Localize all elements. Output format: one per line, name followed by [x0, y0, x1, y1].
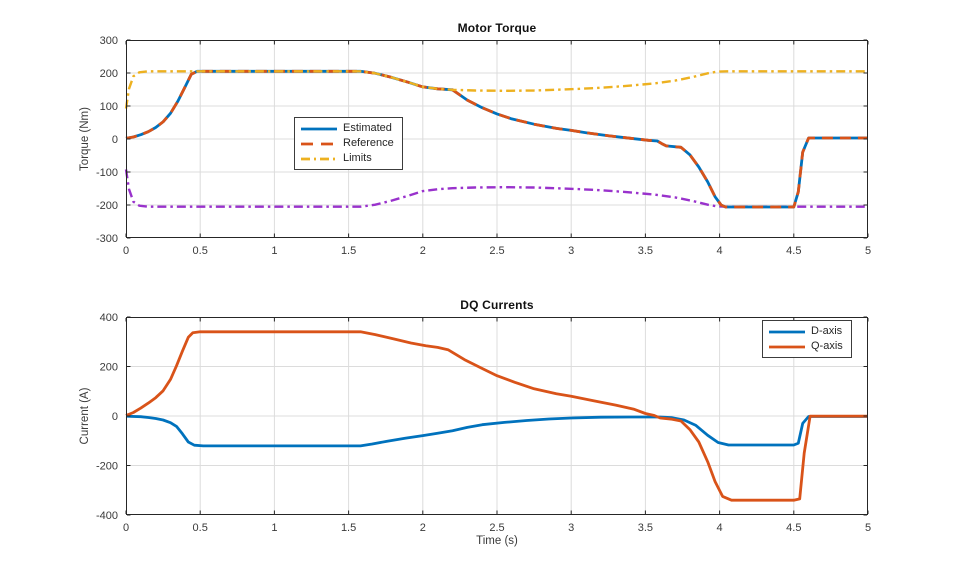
x-tick-label: 1.5 — [341, 522, 356, 534]
y-tick-label: 0 — [112, 411, 118, 423]
currents-y-axis-label: Current (A) — [79, 387, 91, 445]
series-lines — [125, 330, 868, 502]
x-tick-label: 4.5 — [786, 522, 801, 534]
x-tick-label: 4 — [717, 245, 723, 257]
torque-y-axis-label: Torque (Nm) — [79, 107, 91, 171]
x-tick-label: 2 — [420, 245, 426, 257]
x-tick-label: 2 — [420, 522, 426, 534]
q-axis-line — [125, 330, 868, 502]
legend-line-sample — [301, 157, 337, 160]
y-tick-label: -100 — [96, 167, 118, 179]
reference-line — [125, 69, 868, 209]
x-tick-label: 3 — [568, 522, 574, 534]
legend-item: D-axis — [769, 324, 843, 339]
x-tick-label: 1.5 — [341, 245, 356, 257]
time-x-axis-label: Time (s) — [476, 535, 518, 547]
x-tick-label: 3.5 — [638, 522, 653, 534]
legend-line-sample — [769, 345, 805, 348]
y-tick-label: 0 — [112, 134, 118, 146]
x-tick-label: 0.5 — [193, 245, 208, 257]
grid — [126, 317, 868, 515]
legend-item-label: Reference — [343, 137, 394, 149]
grid — [126, 40, 868, 238]
tick-labels: 0 0.5 1 1.5 2 2.5 3 3.5 4 4.5 5 300 200 100 0 -100 -200 -… — [96, 35, 871, 257]
legend-item-label: D-axis — [811, 325, 843, 337]
x-tick-label: 0.5 — [193, 522, 208, 534]
tick-labels: 0 0.5 1 1.5 2 2.5 3 3.5 4 4.5 5 400 200 0 -200 -400 — [96, 312, 871, 534]
x-tick-label: 5 — [865, 245, 871, 257]
legend-item-label: Q-axis — [811, 340, 843, 352]
x-tick-label: 5 — [865, 522, 871, 534]
x-tick-label: 4 — [717, 522, 723, 534]
legend-item-label: Limits — [343, 152, 372, 164]
limits-lower-line — [124, 169, 868, 208]
legend-item: Q-axis — [769, 339, 843, 354]
x-tick-label: 1 — [271, 522, 277, 534]
axes-box — [125, 316, 869, 516]
dq-currents-plot: 0 0.5 1 1.5 2 2.5 3 3.5 4 4.5 5 400 200 0 -200 -400 — [96, 312, 871, 534]
d-axis-line — [125, 414, 868, 448]
x-tick-label: 3.5 — [638, 245, 653, 257]
legend-item-label: Estimated — [343, 122, 392, 134]
y-tick-label: 400 — [100, 312, 118, 324]
motor-torque-plot: 0 0.5 1 1.5 2 2.5 3 3.5 4 4.5 5 300 200 100 0 -100 -200 -… — [96, 35, 871, 257]
legend-line-sample — [301, 127, 337, 130]
torque-legend: Estimated Reference Limits — [294, 117, 403, 170]
currents-legend: D-axis Q-axis — [762, 320, 852, 358]
limits-upper-line — [124, 70, 868, 109]
x-tick-label: 4.5 — [786, 245, 801, 257]
y-tick-label: -400 — [96, 510, 118, 522]
y-tick-label: -300 — [96, 233, 118, 245]
x-tick-label: 0 — [123, 245, 129, 257]
y-tick-label: 200 — [100, 68, 118, 80]
torque-plot-title: Motor Torque — [457, 21, 537, 35]
y-tick-label: 200 — [100, 362, 118, 374]
x-tick-label: 2.5 — [489, 522, 504, 534]
x-tick-label: 2.5 — [489, 245, 504, 257]
legend-line-sample — [301, 142, 337, 145]
x-tick-label: 1 — [271, 245, 277, 257]
axes-box — [125, 39, 869, 239]
y-tick-label: 100 — [100, 101, 118, 113]
series-lines — [124, 69, 868, 209]
x-tick-label: 0 — [123, 522, 129, 534]
y-tick-label: -200 — [96, 200, 118, 212]
x-tick-label: 3 — [568, 245, 574, 257]
currents-plot-title: DQ Currents — [460, 298, 534, 312]
legend-item: Limits — [301, 151, 394, 166]
y-tick-label: -200 — [96, 461, 118, 473]
legend-item: Reference — [301, 136, 394, 151]
legend-item: Estimated — [301, 121, 394, 136]
legend-line-sample — [769, 330, 805, 333]
y-tick-label: 300 — [100, 35, 118, 47]
